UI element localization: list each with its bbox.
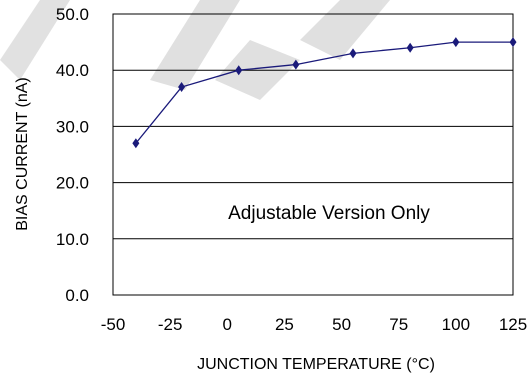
x-tick-label: 0 bbox=[223, 315, 232, 334]
data-point-marker bbox=[235, 65, 243, 76]
series-line bbox=[135, 41, 513, 144]
y-tick-label: 30.0 bbox=[56, 117, 89, 136]
data-point-marker bbox=[178, 82, 186, 93]
data-point-marker bbox=[132, 138, 140, 149]
y-axis-title: BIAS CURRENT (nA) bbox=[14, 77, 31, 231]
y-tick-label: 10.0 bbox=[56, 230, 89, 249]
plot-area-frame bbox=[112, 13, 514, 296]
x-tick-label: 25 bbox=[275, 315, 294, 334]
y-tick-label: 0.0 bbox=[65, 286, 89, 305]
x-tick-label: -25 bbox=[158, 315, 183, 334]
data-point-marker bbox=[349, 48, 357, 59]
x-tick-label: -50 bbox=[101, 315, 126, 334]
data-point-marker bbox=[452, 37, 460, 48]
data-point-marker bbox=[509, 37, 517, 48]
x-tick-label: 50 bbox=[332, 315, 351, 334]
series-group bbox=[132, 37, 517, 149]
x-tick-label: 125 bbox=[499, 315, 527, 334]
annotation-label: Adjustable Version Only bbox=[228, 203, 430, 224]
y-tick-labels: 0.0 10.0 20.0 30.0 40.0 50.0 bbox=[56, 5, 89, 305]
data-point-marker bbox=[406, 42, 414, 53]
x-tick-labels: -50 -25 0 25 50 75 100 125 bbox=[101, 315, 527, 334]
y-tick-label: 40.0 bbox=[56, 61, 89, 80]
x-axis-title: JUNCTION TEMPERATURE (°C) bbox=[197, 356, 435, 373]
x-tick-label: 100 bbox=[442, 315, 470, 334]
data-point-marker bbox=[292, 59, 300, 70]
x-tick-label: 75 bbox=[389, 315, 408, 334]
y-tick-label: 20.0 bbox=[56, 174, 89, 193]
y-tick-label: 50.0 bbox=[56, 5, 89, 24]
gridlines bbox=[113, 69, 513, 240]
